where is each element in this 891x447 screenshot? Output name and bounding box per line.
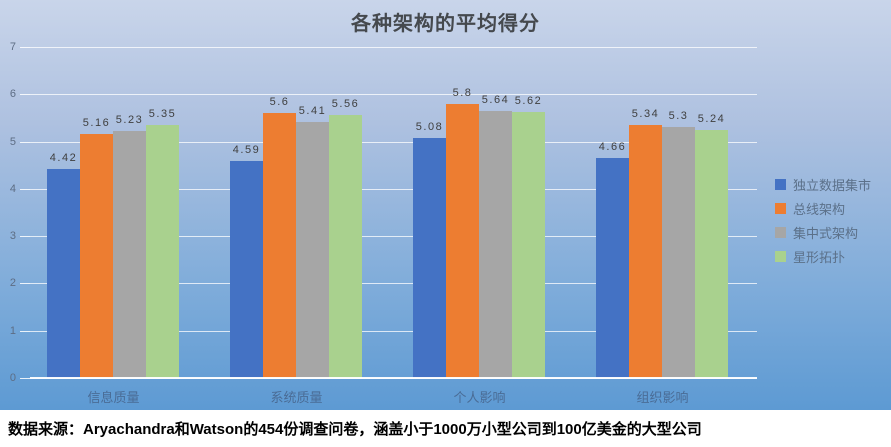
bar-value-label: 5.3 xyxy=(668,110,689,123)
bar-value-label: 4.66 xyxy=(598,140,627,153)
bar-value-label: 5.23 xyxy=(115,113,144,126)
y-axis-tick xyxy=(20,188,30,190)
legend-swatch xyxy=(775,250,786,262)
category-label: 系统质量 xyxy=(270,390,323,405)
bar xyxy=(596,157,629,378)
bar-value-label: 4.42 xyxy=(49,151,78,164)
bar xyxy=(329,115,362,378)
gridline xyxy=(30,141,757,143)
legend-label: 独立数据集市 xyxy=(793,177,872,193)
legend-label: 总线架构 xyxy=(793,201,846,217)
gridline xyxy=(30,236,757,238)
bar xyxy=(146,125,179,378)
bar xyxy=(446,103,479,378)
bar xyxy=(413,137,446,378)
legend-item: 集中式架构 xyxy=(775,220,871,244)
y-tick-label: 4 xyxy=(9,182,16,195)
legend-swatch xyxy=(775,178,786,190)
gridline xyxy=(30,47,757,48)
bar xyxy=(695,130,728,378)
legend-label: 集中式架构 xyxy=(793,225,859,241)
bar-value-label: 5.41 xyxy=(298,105,327,118)
bar-value-label: 5.35 xyxy=(148,108,177,121)
bar-value-label: 5.16 xyxy=(82,117,111,129)
y-axis-tick xyxy=(20,141,30,143)
y-axis-tick xyxy=(20,236,30,238)
legend: 独立数据集市 总线架构集中式架构星形拓扑 xyxy=(775,172,871,268)
y-axis-tick xyxy=(20,378,30,379)
legend-item: 独立数据集市 xyxy=(775,172,871,196)
gridline xyxy=(30,330,757,332)
bar-value-label: 5.62 xyxy=(514,95,543,108)
bar xyxy=(263,113,296,378)
bar-value-label: 5.64 xyxy=(481,94,510,107)
bar xyxy=(662,127,695,378)
bar xyxy=(296,122,329,378)
bar-value-label: 4.59 xyxy=(232,143,261,156)
y-tick-label: 6 xyxy=(9,88,16,101)
category-label: 个人影响 xyxy=(453,390,506,405)
bar-value-label: 5.6 xyxy=(269,96,290,109)
bar xyxy=(47,168,80,378)
y-tick-label: 7 xyxy=(9,41,16,53)
bar-value-label: 5.08 xyxy=(415,120,444,133)
chart-title: 各种架构的平均得分 xyxy=(351,13,540,35)
bar xyxy=(512,112,545,378)
bar xyxy=(230,160,263,378)
y-axis-tick xyxy=(20,47,30,48)
y-axis-tick xyxy=(20,283,30,285)
bar-value-label: 5.8 xyxy=(452,86,473,99)
x-axis-line xyxy=(30,377,757,379)
legend-label: 星形拓扑 xyxy=(793,249,846,265)
bar-value-label: 5.56 xyxy=(331,98,360,111)
y-tick-label: 3 xyxy=(9,230,16,243)
gridline xyxy=(30,283,757,285)
gridline xyxy=(30,188,757,190)
bar-value-label: 5.34 xyxy=(631,108,660,121)
category-axis: 信息质量 系统质量 个人影响 组织影响 xyxy=(0,380,891,410)
y-tick-label: 5 xyxy=(9,135,16,148)
gridline xyxy=(30,94,757,96)
bar xyxy=(80,134,113,378)
legend-swatch xyxy=(775,226,786,238)
bar xyxy=(629,125,662,378)
y-tick-label: 0 xyxy=(9,372,16,384)
bar xyxy=(479,111,512,378)
legend-swatch xyxy=(775,202,786,214)
plot-background: 各种架构的平均得分 0 1 2 3 4 5 6 7 4.42 5.16 5.23 5.35 4.59 5.… xyxy=(0,0,891,410)
y-tick-label: 1 xyxy=(9,324,16,337)
y-tick-label: 2 xyxy=(9,277,16,290)
legend-item: 总线架构 xyxy=(775,196,871,220)
legend-item: 星形拓扑 xyxy=(775,244,871,268)
category-label: 信息质量 xyxy=(87,390,140,405)
category-label: 组织影响 xyxy=(636,390,689,405)
y-axis-tick xyxy=(20,94,30,96)
bar xyxy=(113,130,146,378)
bar-value-label: 5.24 xyxy=(697,113,726,126)
y-axis-tick xyxy=(20,330,30,332)
source-note: 数据来源：Aryachandra和Watson的454份调查问卷，涵盖小于100… xyxy=(0,410,891,447)
